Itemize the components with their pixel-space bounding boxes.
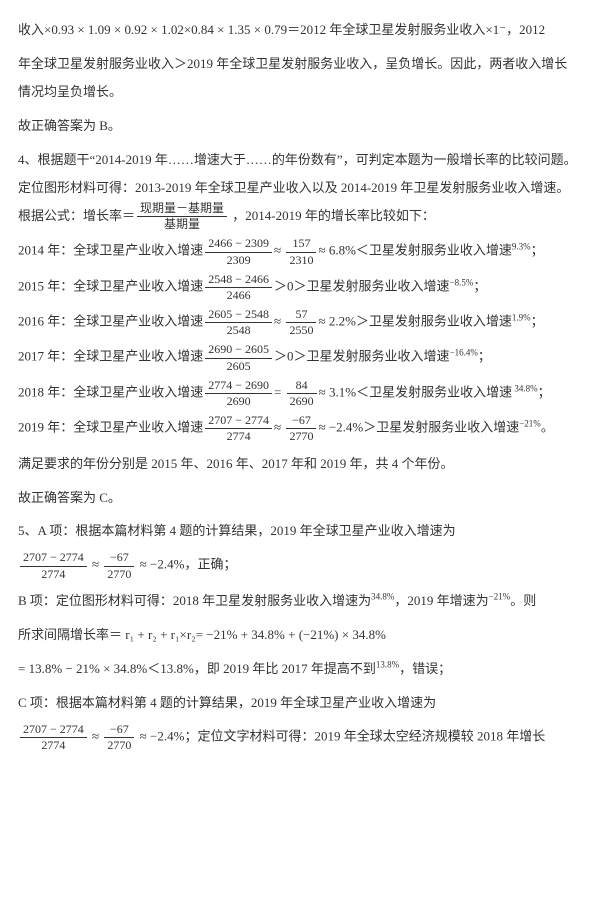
- answer-c: 故正确答案为 C。: [18, 484, 579, 512]
- math-inline: r₁ + r₂ + r₁×r₂= −21% + 34.8% + (−21%) ×…: [122, 627, 386, 642]
- text: 2018 年：全球卫星产业收入增速: [18, 385, 203, 400]
- q5-b-line3: = 13.8% − 21% × 34.8%＜13.8%，即 2019 年比 20…: [18, 655, 579, 683]
- text: 2019 年：全球卫星产业收入增速: [18, 420, 203, 435]
- text: 2014 年：全球卫星产业收入增速: [18, 243, 203, 258]
- text: 2017 年：全球卫星产业收入增速: [18, 349, 203, 364]
- text: ，2019 年增速为: [394, 593, 488, 608]
- year-2014: 2014 年：全球卫星产业收入增速2466 − 23092309≈ 157231…: [18, 237, 579, 266]
- text: ，正确；: [184, 557, 236, 572]
- math-inline: ×1⁻: [485, 22, 506, 37]
- year-2016: 2016 年：全球卫星产业收入增速2605 − 25482548≈ 572550…: [18, 308, 579, 337]
- frac: 842690: [285, 379, 319, 408]
- year-2017: 2017 年：全球卫星产业收入增速2690 − 26052605＞0＞卫星发射服…: [18, 343, 579, 372]
- text: 。则: [510, 593, 536, 608]
- frac: −672770: [102, 723, 136, 752]
- year-2019: 2019 年：全球卫星产业收入增速2707 − 27742774≈ −67277…: [18, 414, 579, 443]
- q5-b-line2: 所求间隔增长率＝ r₁ + r₂ + r₁×r₂= −21% + 34.8% +…: [18, 621, 579, 649]
- q4-summary: 满足要求的年份分别是 2015 年、2016 年、2017 年和 2019 年，…: [18, 450, 579, 478]
- frac: 2707 − 27742774: [203, 414, 274, 443]
- frac: 2707 − 27742774: [18, 723, 89, 752]
- rate-sup: 9.3%: [512, 242, 531, 252]
- text: 所求间隔增长率＝: [18, 627, 122, 642]
- frac: −672770: [102, 551, 136, 580]
- frac: 2548 − 24662466: [203, 273, 274, 302]
- text: 收入: [18, 22, 44, 37]
- text: ；定位文字材料可得：2019 年全球太空经济规模较 2018 年增长: [184, 728, 545, 743]
- text: B 项：定位图形材料可得：2018 年卫星发射服务业收入增速为: [18, 593, 371, 608]
- text: ＞0＞卫星发射服务业收入增速: [274, 349, 450, 364]
- answer-b: 故正确答案为 B。: [18, 112, 579, 140]
- rate-sup: −16.4%: [450, 348, 478, 358]
- q5-c-intro: C 项：根据本篇材料第 4 题的计算结果，2019 年全球卫星产业收入增速为: [18, 689, 579, 717]
- math-inline: = 13.8% − 21% × 34.8%＜13.8%: [18, 661, 194, 676]
- para-line-1: 收入×0.93 × 1.09 × 0.92 × 1.02×0.84 × 1.35…: [18, 16, 579, 44]
- formula-growth-rate: 现期量－基期量基期量: [135, 202, 229, 231]
- rate-sup: −21%: [489, 591, 511, 601]
- rate-sup: 13.8%: [376, 659, 399, 669]
- text: 2016 年：全球卫星产业收入增速: [18, 314, 203, 329]
- text: 2015 年：全球卫星产业收入增速: [18, 278, 203, 293]
- frac: 2466 − 23092309: [203, 237, 274, 266]
- frac: 2707 − 27742774: [18, 551, 89, 580]
- q5-a-calc: 2707 − 27742774 ≈ −672770 ≈ −2.4%，正确；: [18, 551, 579, 580]
- frac: 2774 − 26902690: [203, 379, 274, 408]
- rate-sup: −21%: [519, 419, 541, 429]
- text: ≈ 6.8%＜卫星发射服务业收入增速: [318, 243, 511, 258]
- math-inline: ×0.93 × 1.09 × 0.92 × 1.02×0.84 × 1.35 ×…: [44, 22, 300, 37]
- q5-b-line1: B 项：定位图形材料可得：2018 年卫星发射服务业收入增速为34.8%，201…: [18, 587, 579, 615]
- text: ≈ −2.4%: [140, 557, 185, 572]
- text: ＞0＞卫星发射服务业收入增速: [274, 278, 450, 293]
- rate-sup: 34.8%: [371, 591, 394, 601]
- rate-sup: −8.5%: [450, 277, 474, 287]
- text: ≈ 2.2%＞卫星发射服务业收入增速: [318, 314, 511, 329]
- q5-a-intro: 5、A 项：根据本篇材料第 4 题的计算结果，2019 年全球卫星产业收入增速为: [18, 517, 579, 545]
- frac: 2605 − 25482548: [203, 308, 274, 337]
- text: ，错误；: [399, 661, 451, 676]
- frac: 1572310: [284, 237, 318, 266]
- text: 2012 年全球卫星发射服务业收入: [300, 22, 485, 37]
- year-2018: 2018 年：全球卫星产业收入增速2774 − 26902690= 842690…: [18, 379, 579, 408]
- text: ≈ −2.4%＞卫星发射服务业收入增速: [318, 420, 519, 435]
- frac: 572550: [284, 308, 318, 337]
- text: ≈ 3.1%＜卫星发射服务业收入增速: [319, 385, 512, 400]
- frac: 2690 − 26052605: [203, 343, 274, 372]
- year-2015: 2015 年：全球卫星产业收入增速2548 − 24662466＞0＞卫星发射服…: [18, 273, 579, 302]
- text: ，即 2019 年比 2017 年提高不到: [194, 661, 376, 676]
- q4-intro: 4、根据题干“2014-2019 年……增速大于……的年份数有”，可判定本题为一…: [18, 146, 579, 232]
- text: ，2012: [506, 22, 545, 37]
- text: ≈ −2.4%: [140, 728, 185, 743]
- rate-sup: 1.9%: [512, 312, 531, 322]
- frac: −672770: [284, 414, 318, 443]
- q5-c-calc: 2707 − 27742774 ≈ −672770 ≈ −2.4%；定位文字材料…: [18, 723, 579, 752]
- rate-sup: 34.8%: [512, 383, 538, 393]
- para-line-2: 年全球卫星发射服务业收入＞2019 年全球卫星发射服务业收入，呈负增长。因此，两…: [18, 50, 579, 106]
- text: ，2014-2019 年的增长率比较如下：: [229, 208, 435, 223]
